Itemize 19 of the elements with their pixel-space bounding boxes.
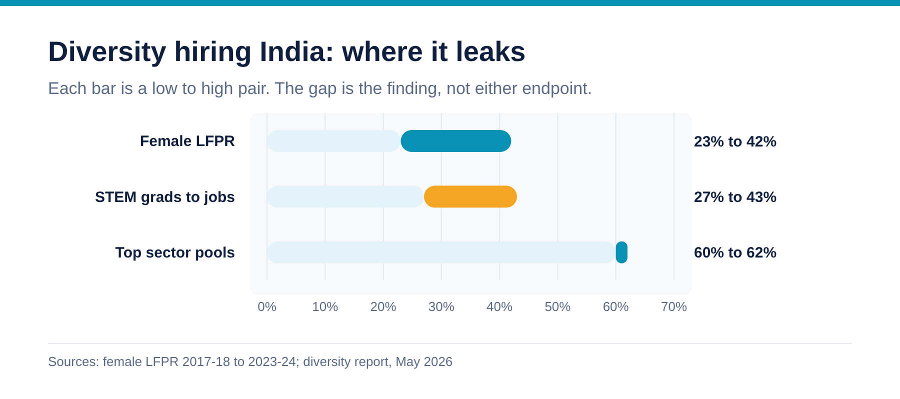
y-tick-label: STEM grads to jobs [94, 188, 235, 206]
y-tick-label: Female LFPR [140, 133, 236, 150]
x-tick-label: 10% [312, 299, 339, 314]
x-tick-label: 60% [602, 299, 630, 314]
y-tick-label: Top sector pools [115, 244, 235, 262]
text: 27% to 43% [694, 188, 777, 206]
x-tick-label: 30% [428, 299, 455, 314]
text: 23% to 42% [694, 133, 777, 150]
text: 60% to 62% [694, 244, 777, 262]
bar [400, 130, 512, 152]
chart-title: Diversity hiring India: where it leaks [48, 36, 526, 68]
x-tick-label: 0% [258, 299, 277, 314]
x-tick-label: 40% [486, 299, 514, 314]
source-note: Sources: female LFPR 2017-18 to 2023-24; diversity report, May 2026 [48, 354, 453, 369]
x-tick-label: 20% [370, 299, 397, 314]
x-tick-label: 70% [660, 299, 688, 314]
x-tick-label: 50% [544, 299, 572, 314]
bar [424, 186, 518, 208]
chart-subtitle: Each bar is a low to high pair. The gap is the finding, not either endpoint. [48, 79, 592, 99]
